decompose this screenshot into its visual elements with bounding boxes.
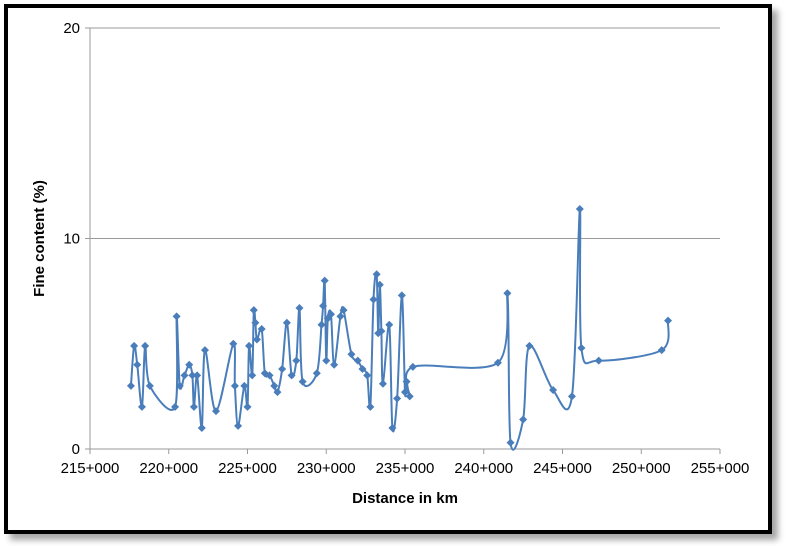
x-tick-label: 215+000 bbox=[61, 460, 120, 477]
data-point bbox=[141, 341, 150, 350]
data-point bbox=[375, 280, 384, 289]
data-point bbox=[252, 335, 261, 344]
data-point bbox=[248, 371, 257, 380]
data-point bbox=[234, 421, 243, 430]
data-point bbox=[493, 358, 502, 367]
chart-frame: 0 10 20 215+000 220+000 225+000 230+000 235+000… bbox=[4, 4, 772, 534]
data-point bbox=[594, 356, 603, 365]
data-point bbox=[292, 356, 301, 365]
data-point bbox=[278, 365, 287, 374]
data-point bbox=[372, 270, 381, 279]
data-point bbox=[401, 388, 409, 397]
data-point bbox=[137, 402, 146, 411]
x-tick-label: 235+000 bbox=[376, 460, 435, 477]
data-point bbox=[393, 394, 402, 403]
y-axis-title: Fine content (%) bbox=[31, 180, 48, 297]
data-point bbox=[319, 301, 328, 310]
y-tick-label: 20 bbox=[63, 20, 80, 37]
data-point bbox=[145, 381, 154, 390]
data-point bbox=[397, 291, 406, 300]
data-point bbox=[525, 341, 534, 350]
data-point bbox=[657, 346, 666, 355]
data-point bbox=[363, 371, 372, 380]
data-point bbox=[251, 318, 260, 327]
data-point bbox=[257, 325, 266, 334]
x-tick-label: 250+000 bbox=[612, 460, 671, 477]
data-point bbox=[312, 369, 321, 378]
data-point bbox=[503, 289, 512, 298]
data-point bbox=[369, 295, 378, 304]
data-point bbox=[353, 356, 362, 365]
data-point bbox=[664, 316, 673, 325]
data-point bbox=[295, 303, 304, 312]
x-tick-label: 255+000 bbox=[691, 460, 750, 477]
data-point bbox=[402, 377, 411, 386]
axes bbox=[85, 27, 721, 454]
data-point bbox=[171, 402, 180, 411]
data-point bbox=[567, 392, 576, 401]
data-point bbox=[229, 339, 238, 348]
data-point bbox=[336, 312, 345, 321]
data-point bbox=[330, 360, 339, 369]
data-point bbox=[339, 306, 348, 315]
x-tick-label: 230+000 bbox=[297, 460, 356, 477]
data-point bbox=[197, 423, 206, 432]
data-point bbox=[358, 365, 367, 374]
x-tick-label: 240+000 bbox=[454, 460, 513, 477]
data-point bbox=[188, 371, 197, 380]
data-point bbox=[388, 423, 397, 432]
data-point bbox=[322, 356, 331, 365]
data-point bbox=[408, 362, 417, 371]
data-point bbox=[298, 377, 307, 386]
data-point bbox=[180, 371, 189, 380]
data-point bbox=[230, 381, 239, 390]
data-point bbox=[377, 327, 386, 336]
data-point bbox=[378, 379, 387, 388]
data-point bbox=[326, 310, 335, 319]
data-point bbox=[133, 360, 142, 369]
data-point bbox=[577, 343, 586, 352]
data-point bbox=[172, 312, 181, 321]
chart-svg: 0 10 20 215+000 220+000 225+000 230+000 235+000… bbox=[31, 20, 750, 507]
data-point bbox=[243, 402, 252, 411]
y-tick-label: 10 bbox=[63, 231, 80, 248]
x-axis-title: Distance in km bbox=[352, 490, 458, 507]
series-line bbox=[129, 208, 670, 451]
data-point bbox=[385, 320, 394, 329]
data-point bbox=[193, 371, 202, 380]
data-point bbox=[575, 205, 584, 214]
data-point bbox=[200, 346, 209, 355]
data-point bbox=[185, 360, 194, 369]
series-group bbox=[126, 205, 673, 451]
data-point bbox=[212, 407, 220, 416]
data-point bbox=[317, 320, 326, 329]
data-point bbox=[366, 402, 375, 411]
data-point bbox=[320, 276, 329, 285]
data-point bbox=[282, 318, 291, 327]
data-point bbox=[240, 381, 249, 390]
data-point bbox=[245, 341, 254, 350]
data-point bbox=[265, 371, 274, 380]
data-point bbox=[130, 341, 139, 350]
data-point bbox=[175, 381, 184, 390]
x-tick-label: 225+000 bbox=[218, 460, 277, 477]
data-point bbox=[126, 381, 135, 390]
gridlines bbox=[90, 27, 720, 239]
tick-labels: 0 10 20 215+000 220+000 225+000 230+000 235+000… bbox=[61, 20, 750, 477]
y-tick-label: 0 bbox=[72, 441, 80, 458]
data-point bbox=[189, 402, 198, 411]
data-point bbox=[249, 306, 258, 315]
data-point bbox=[506, 438, 515, 447]
data-point bbox=[519, 415, 528, 424]
data-point bbox=[405, 392, 414, 401]
data-point bbox=[273, 388, 282, 397]
x-tick-label: 220+000 bbox=[139, 460, 198, 477]
x-tick-label: 245+000 bbox=[533, 460, 592, 477]
data-point bbox=[549, 386, 558, 395]
data-point bbox=[270, 381, 279, 390]
data-point bbox=[287, 371, 296, 380]
data-point bbox=[347, 350, 356, 359]
